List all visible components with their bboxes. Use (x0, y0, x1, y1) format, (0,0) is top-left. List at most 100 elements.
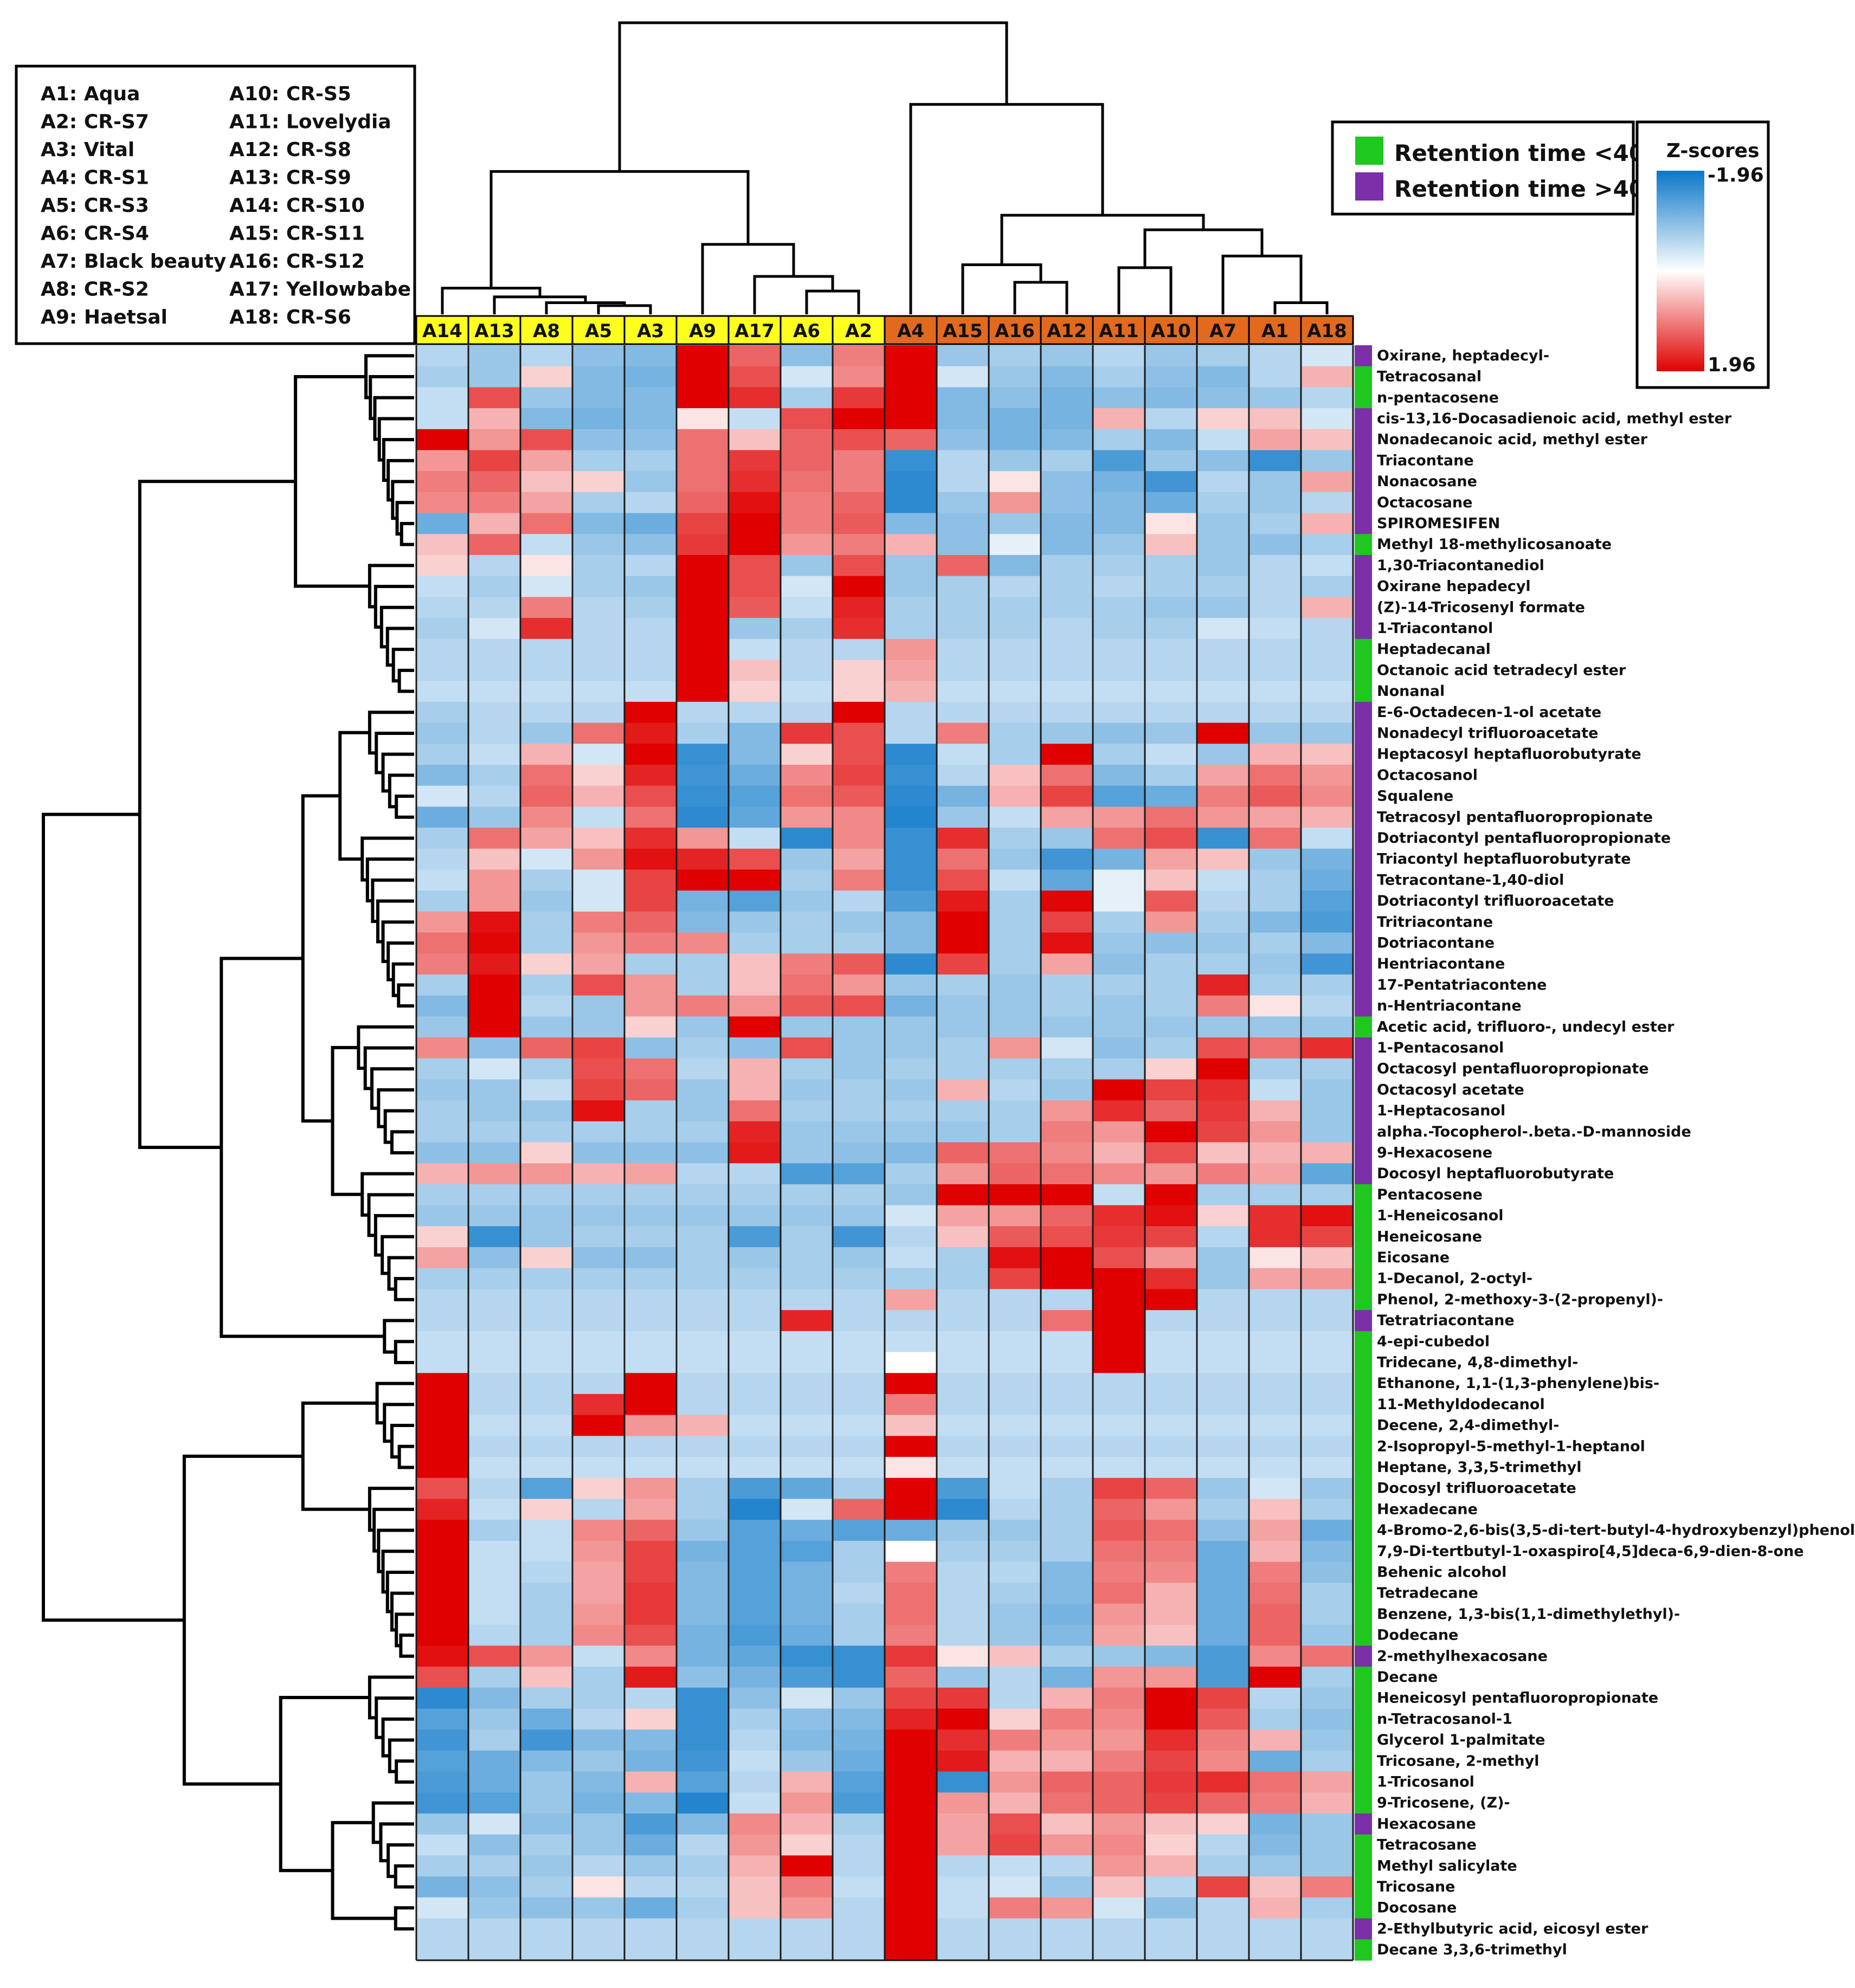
heatmap-cell (989, 534, 1041, 556)
heatmap-cell (468, 387, 521, 409)
heatmap-cell (1301, 345, 1354, 367)
retention-time-marker (1355, 597, 1372, 618)
heatmap-cell (833, 1918, 885, 1940)
heatmap-cell (1145, 1583, 1197, 1604)
heatmap-cell (572, 1436, 625, 1457)
column-header-box (571, 315, 626, 345)
heatmap-cell (937, 597, 989, 618)
retention-time-marker (1355, 366, 1372, 388)
heatmap-cell (1041, 513, 1093, 534)
heatmap-cell (1197, 765, 1249, 786)
heatmap-cell (1249, 576, 1302, 597)
heatmap-cell (1041, 1415, 1093, 1436)
heatmap-cell (520, 765, 573, 786)
heatmap-cell (989, 1604, 1041, 1625)
heatmap-cell (1145, 638, 1197, 661)
heatmap-cell (572, 1205, 625, 1227)
heatmap-cell (833, 1813, 885, 1835)
heatmap-cell (468, 1771, 521, 1793)
heatmap-cell (624, 1394, 677, 1416)
retention-gt40-label: Retention time >40 (1394, 176, 1645, 202)
row-dendrogram-branch (387, 1256, 414, 1291)
retention-time-marker (1355, 450, 1372, 472)
heatmap-cell (1249, 1226, 1302, 1248)
retention-time-marker (1355, 1540, 1372, 1563)
heatmap-cell (937, 1667, 989, 1688)
heatmap-cell (1197, 450, 1249, 472)
heatmap-cell (416, 890, 469, 912)
heatmap-cell (677, 387, 729, 409)
heatmap-cell (416, 1667, 469, 1688)
heatmap-cell (885, 618, 937, 640)
heatmap-cell (1197, 1897, 1249, 1919)
heatmap-cell (572, 1352, 625, 1373)
heatmap-cell (989, 1268, 1041, 1290)
heatmap-cell (677, 785, 729, 807)
heatmap-cell (885, 765, 937, 786)
heatmap-cell (1093, 681, 1145, 702)
heatmap-cell (677, 932, 729, 954)
heatmap-cell (937, 387, 989, 409)
heatmap-cell (989, 869, 1041, 891)
heatmap-cell (937, 828, 989, 849)
row-label: Squalene (1377, 788, 1453, 805)
retention-time-marker (1355, 408, 1372, 430)
heatmap-cell (1249, 1792, 1302, 1814)
heatmap-cell (1145, 1352, 1197, 1373)
heatmap-cell (833, 1058, 885, 1080)
heatmap-cell (1041, 366, 1093, 388)
heatmap-cell (1093, 1792, 1145, 1814)
heatmap-cell (624, 848, 677, 870)
column-label: A8 (533, 320, 560, 342)
heatmap-cell (781, 1813, 833, 1835)
heatmap-cell (520, 471, 573, 493)
heatmap-cell (520, 828, 573, 849)
heatmap-cell (416, 1540, 469, 1563)
heatmap-cell (937, 1624, 989, 1646)
heatmap-cell (677, 638, 729, 661)
heatmap-cell (416, 1477, 469, 1500)
heatmap-cell (833, 513, 885, 534)
heatmap-cell (885, 869, 937, 891)
heatmap-cell (572, 1016, 625, 1038)
heatmap-cell (520, 1415, 573, 1436)
heatmap-cell (1093, 1415, 1145, 1436)
heatmap-cell (677, 1939, 729, 1961)
heatmap-cell (833, 1352, 885, 1373)
heatmap-cell (572, 1394, 625, 1416)
retention-time-marker (1355, 995, 1372, 1017)
heatmap-cell (937, 555, 989, 577)
heatmap-cell (1093, 1226, 1145, 1248)
row-label: 7,9-Di-tertbutyl-1-oxaspiro[4,5]deca-6,9… (1377, 1543, 1804, 1560)
heatmap-cell (1041, 429, 1093, 451)
heatmap-cell (572, 1834, 625, 1856)
heatmap-cell (885, 701, 937, 724)
heatmap-cell (468, 1834, 521, 1856)
heatmap-cell (520, 701, 573, 724)
heatmap-cell (1145, 450, 1197, 472)
heatmap-cell (885, 953, 937, 975)
row-label: Glycerol 1-palmitate (1377, 1732, 1545, 1748)
heatmap-cell (572, 1373, 625, 1395)
heatmap-cell (677, 1373, 729, 1395)
heatmap-cell (885, 1520, 937, 1541)
heatmap-cell (520, 1645, 573, 1667)
heatmap-cell (1301, 1352, 1354, 1373)
heatmap-cell (989, 1226, 1041, 1248)
heatmap-cell (1145, 429, 1197, 451)
heatmap-cell (989, 492, 1041, 514)
heatmap-cell (729, 1477, 781, 1500)
heatmap-cell (1145, 1792, 1197, 1814)
heatmap-cell (1197, 1729, 1249, 1751)
heatmap-cell (781, 869, 833, 891)
heatmap-cell (572, 555, 625, 577)
heatmap-cell (1145, 1205, 1197, 1227)
heatmap-cell (520, 1331, 573, 1353)
heatmap-cell (729, 492, 781, 514)
heatmap-cell (416, 1121, 469, 1143)
heatmap-cell (1145, 1184, 1197, 1206)
heatmap-cell (1145, 1604, 1197, 1625)
heatmap-cell (1093, 597, 1145, 618)
heatmap-cell (885, 806, 937, 828)
